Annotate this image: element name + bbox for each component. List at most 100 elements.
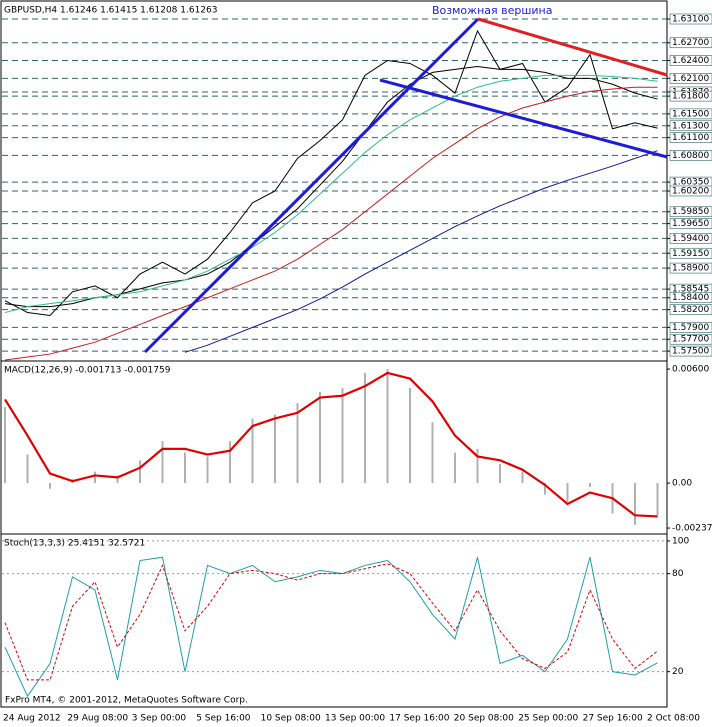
series-line [4,86,658,361]
copyright: FxPro MT4, © 2001-2012, MetaQuotes Softw… [5,696,248,706]
y-tick-label: 1.58900 [672,264,709,274]
y-tick-label: 1.62400 [672,56,709,66]
histogram-bar [116,475,119,484]
histogram-bar [566,483,569,503]
histogram-bar [521,471,524,484]
histogram-bar [476,448,479,484]
histogram-bar [229,441,231,484]
y-tick-label: 1.61300 [672,121,709,131]
histogram-bar [409,388,411,484]
histogram-bar [386,369,389,484]
histogram-bar [49,483,51,489]
y-tick-label: -0.00237 [672,524,712,534]
tick-box [669,90,712,102]
y-tick-label: 1.57700 [672,335,709,345]
histogram-bar [4,407,6,484]
y-tick-label: 1.60200 [672,186,709,196]
y-tick-label: 1.61800 [672,92,709,102]
panel-frame [0,533,668,708]
support-trendline [143,17,480,354]
tick-box [669,345,712,357]
y-tick-label: 80 [672,569,684,579]
series-line [184,150,658,353]
histogram-bar [634,483,636,525]
histogram-bar [296,403,299,484]
y-tick-label: 1.57900 [672,323,709,333]
tick-box [669,233,712,244]
y-tick-label: 100 [672,536,689,546]
y-tick-label: 1.61100 [672,133,709,143]
y-tick-label: 1.59150 [672,249,709,259]
tick-box [669,218,712,229]
tick-box [669,322,712,333]
x-axis-label: 17 Sep 16:00 [389,714,449,724]
series-line [4,563,658,681]
series-line [4,74,658,314]
histogram-bar [589,483,591,487]
y-tick-label: 1.59400 [672,234,709,244]
x-axis-label: 10 Sep 08:00 [261,714,321,724]
tick-box [669,185,712,197]
y-tick-label: 1.62700 [672,38,709,48]
annotation: Возможная вершина [432,4,553,17]
histogram-bar [206,456,209,484]
x-axis-label: 2 Oct 08:00 [647,714,700,724]
y-tick-label: 1.60350 [672,178,709,188]
tick-box [669,108,712,120]
tick-box [669,206,712,218]
y-tick-label: 20 [672,667,684,677]
histogram-bar [544,483,546,495]
x-axis-label: 24 Aug 2012 [3,714,61,724]
x-axis-label: 3 Sep 00:00 [132,714,187,724]
x-axis-label: 5 Sep 16:00 [196,714,251,724]
histogram-bar [251,418,254,484]
y-tick-label: 0.00600 [672,365,709,375]
channel-top [477,17,668,77]
channel-bottom [379,78,668,159]
histogram-bar [26,454,29,484]
panel-title: Stoch(13,3,3) 25.4151 32.5721 [4,539,145,549]
series-line [4,371,658,518]
tick-box [669,150,712,161]
panel-title: MACD(12,26,9) -0.001713 -0.001759 [4,366,171,376]
histogram-bar [499,464,501,484]
tick-box [669,132,712,143]
histogram-bar [454,452,456,484]
panel-title: GBPUSD,H4 1.61246 1.61415 1.61208 1.6126… [4,6,217,16]
y-tick-label: 1.60800 [672,151,709,161]
x-axis-label: 20 Sep 08:00 [454,714,514,724]
histogram-bar [656,483,659,516]
histogram-bar [139,460,141,484]
tick-box [669,333,712,345]
tick-box [669,262,712,274]
tick-box [669,13,712,25]
y-tick-label: 1.58545 [672,285,709,295]
tick-box [669,73,712,84]
y-tick-label: 1.63100 [672,15,709,25]
tick-box [669,292,712,304]
y-tick-label: 0.00 [672,479,692,489]
tick-box [669,120,712,132]
y-tick-label: 1.62100 [672,74,709,84]
histogram-bar [431,422,434,484]
histogram-bar [364,372,366,484]
histogram-bar [274,414,276,484]
tick-box [669,247,712,259]
histogram-bar [341,388,344,484]
x-axis-label: 27 Sep 16:00 [583,714,643,724]
histogram-bar [184,452,186,484]
tick-box [669,304,712,315]
histogram-bar [94,471,96,484]
histogram-bar [161,441,164,484]
y-tick-label: 1.58200 [672,305,709,315]
y-tick-label: 1.58400 [672,293,709,303]
x-axis-label: 25 Sep 00:00 [518,714,578,724]
y-tick-label: 1.59650 [672,219,709,229]
x-axis-label: 29 Aug 08:00 [67,714,128,724]
x-axis-label: 13 Sep 00:00 [325,714,385,724]
trendlines [143,17,668,354]
y-tick-label: 1.61500 [672,109,709,119]
histogram-bar [319,391,321,484]
